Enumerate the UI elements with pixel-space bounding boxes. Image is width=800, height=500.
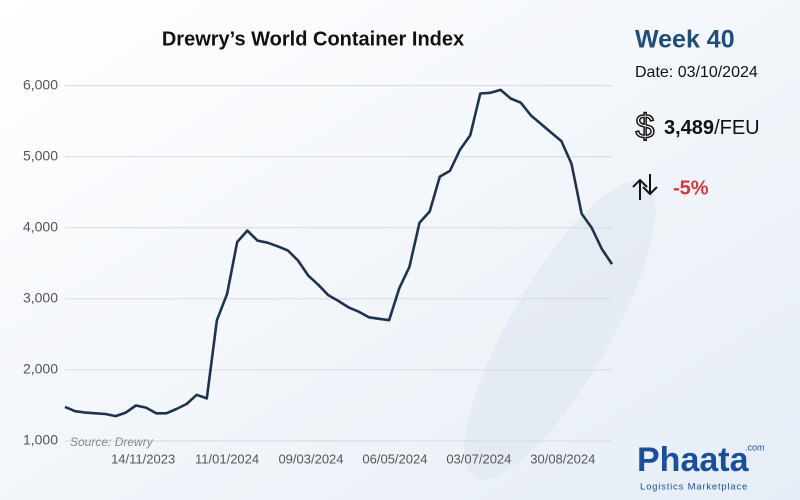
logo: Phaata [637, 441, 750, 479]
price: 3,489 [664, 117, 714, 139]
y-tick-label: 4,000 [23, 218, 58, 234]
change: -5% [673, 177, 709, 199]
date: Date: 03/10/2024 [635, 64, 758, 81]
y-tick-label: 3,000 [23, 290, 58, 306]
x-tick-label: 11/01/2024 [195, 451, 259, 466]
x-tick-label: 14/11/2023 [111, 451, 175, 466]
currency-icon: $ [636, 108, 655, 146]
x-tick-label: 06/05/2024 [362, 451, 427, 466]
logo-tagline: Logistics Marketplace [640, 482, 748, 493]
ship-shadow [464, 180, 656, 480]
week: Week 40 [635, 26, 735, 54]
index-line [64, 88, 614, 418]
y-tick-label: 6,000 [23, 76, 58, 92]
chart-title: Drewry’s World Container Index [162, 28, 464, 50]
y-tick-label: 2,000 [23, 361, 58, 377]
change-icon [632, 174, 658, 200]
y-tick-label: 5,000 [23, 147, 58, 163]
logo-domain: .com [745, 442, 765, 452]
x-tick-label: 09/03/2024 [278, 451, 343, 466]
y-tick-label: 1,000 [23, 432, 58, 448]
price-line: 3,489/FEU [664, 117, 760, 139]
x-tick-label: 03/07/2024 [446, 451, 511, 466]
x-tick-label: 30/08/2024 [530, 451, 595, 466]
source: Source: Drewry [70, 435, 154, 449]
unit: /FEU [714, 117, 760, 139]
